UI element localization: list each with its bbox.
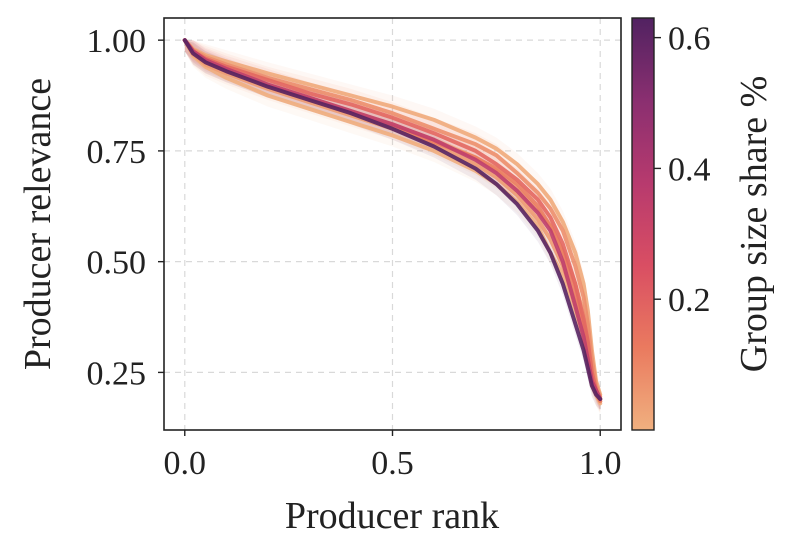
colorbar-tick-label-2: 0.6	[668, 21, 711, 58]
y-tick-label-2: 0.75	[87, 134, 147, 171]
colorbar-label: Group size share %	[733, 76, 775, 373]
y-axis-label: Producer relevance	[17, 78, 59, 370]
series-line-7	[182, 38, 603, 397]
colorbar-ticks: 0.2 0.4 0.6	[654, 21, 711, 319]
series-line-1	[182, 38, 603, 401]
series-line-2	[182, 38, 603, 401]
y-tick-label-1: 0.50	[87, 245, 147, 282]
series-line-4	[182, 38, 603, 399]
y-axis-ticks: 0.25 0.50 0.75 1.00	[87, 23, 164, 392]
colorbar-tick-label-0: 0.2	[668, 282, 711, 319]
y-tick-label-3: 1.00	[87, 23, 147, 60]
x-tick-label-0: 0.0	[164, 445, 207, 482]
colorbar	[631, 17, 655, 431]
colorbar-tick-label-1: 0.4	[668, 151, 711, 188]
series-lines	[182, 38, 603, 406]
grid	[164, 18, 621, 430]
y-tick-label-0: 0.25	[87, 355, 147, 392]
x-tick-label-2: 1.0	[579, 445, 622, 482]
x-tick-label-1: 0.5	[371, 445, 414, 482]
series-line-0	[182, 38, 603, 401]
x-axis-ticks: 0.0 0.5 1.0	[164, 430, 622, 482]
x-axis-label: Producer rank	[285, 495, 499, 537]
